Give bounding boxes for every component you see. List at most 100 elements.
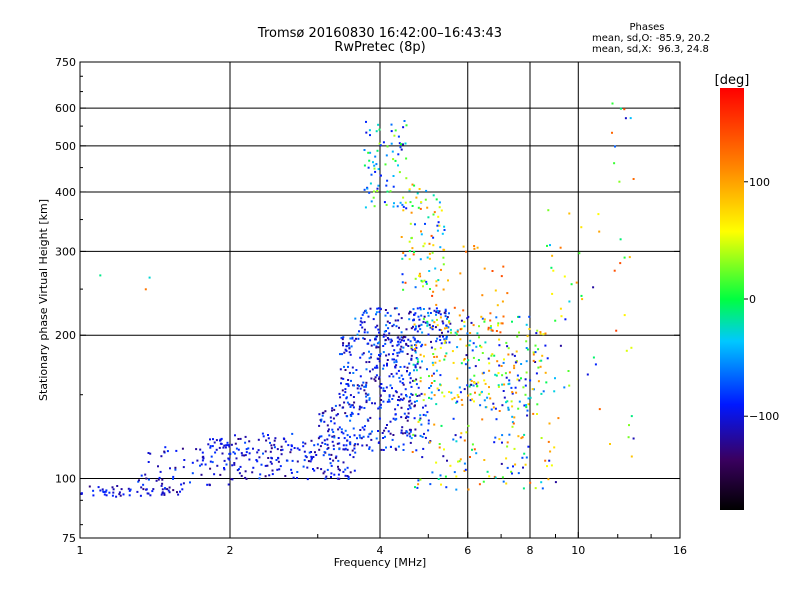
echo-point (469, 399, 472, 402)
echo-point (349, 337, 352, 340)
echo-point (423, 242, 426, 245)
echo-point (324, 410, 327, 413)
echo-point (430, 397, 433, 400)
echo-point (400, 336, 403, 339)
echo-point (531, 388, 534, 391)
echo-point (348, 347, 351, 350)
echo-point (370, 377, 373, 380)
echo-point (578, 252, 581, 255)
echo-point (632, 178, 635, 180)
echo-point (202, 457, 205, 460)
echo-point (422, 447, 425, 450)
echo-point (489, 319, 492, 322)
echo-point (256, 451, 259, 454)
echo-point (235, 457, 238, 460)
echo-point (525, 456, 528, 459)
echo-point (326, 443, 329, 446)
echo-point (245, 451, 248, 454)
echo-point (333, 435, 336, 438)
echo-point (363, 164, 366, 167)
echo-point (416, 192, 419, 195)
echo-point (482, 480, 485, 483)
echo-point (320, 435, 323, 438)
echo-point (346, 448, 349, 451)
echo-point (503, 383, 506, 386)
echo-point (359, 429, 362, 431)
echo-point (434, 267, 437, 270)
echo-point (445, 326, 448, 329)
echo-point (404, 281, 407, 284)
echo-point (442, 322, 445, 325)
echo-point (397, 343, 400, 346)
echo-point (598, 408, 601, 411)
echo-point (433, 380, 436, 382)
echo-point (512, 465, 514, 468)
echo-point (321, 414, 324, 417)
echo-point (415, 325, 417, 328)
echo-point (501, 441, 503, 444)
echo-point (419, 207, 422, 210)
echo-point (503, 358, 505, 361)
echo-point (455, 488, 458, 491)
echo-point (516, 378, 519, 381)
echo-point (386, 362, 388, 365)
echo-point (341, 338, 344, 341)
echo-point (388, 394, 391, 397)
echo-point (624, 117, 627, 120)
echo-point (518, 379, 521, 382)
echo-point (326, 448, 329, 450)
echo-point (367, 435, 370, 438)
echo-point (428, 242, 431, 245)
echo-point (405, 124, 408, 127)
echo-point (342, 448, 345, 451)
echo-point (541, 354, 544, 357)
echo-point (517, 472, 520, 475)
echo-point (386, 190, 389, 193)
echo-point (481, 418, 484, 421)
echo-point (475, 345, 478, 348)
echo-point (425, 189, 428, 192)
echo-point (370, 173, 373, 176)
echo-point (335, 414, 338, 417)
echo-point (269, 450, 272, 453)
echo-point (296, 447, 299, 450)
echo-point (453, 471, 456, 474)
echo-point (346, 383, 349, 386)
echo-point (436, 318, 438, 321)
x-tick-label: 10 (571, 544, 585, 557)
echo-point (394, 413, 397, 416)
echo-point (437, 221, 440, 224)
echo-point (524, 463, 527, 466)
echo-point (331, 409, 333, 412)
echo-point (394, 408, 397, 411)
echo-point (412, 319, 415, 322)
echo-point (406, 431, 409, 434)
echo-point (225, 463, 228, 466)
echo-point (414, 404, 416, 407)
echo-point (399, 201, 402, 204)
echo-point (351, 449, 354, 452)
echo-point (396, 344, 399, 347)
echo-point (554, 481, 557, 484)
echo-point (416, 362, 419, 365)
echo-point (444, 315, 447, 318)
echo-point (525, 347, 528, 349)
echo-point (478, 336, 480, 339)
echo-point (364, 425, 366, 428)
echo-point (407, 338, 410, 341)
echo-point (440, 329, 443, 331)
echo-point (417, 483, 420, 486)
echo-point (269, 441, 271, 444)
echo-point (392, 434, 395, 436)
echo-point (144, 288, 147, 291)
echo-point (383, 333, 386, 336)
echo-point (356, 333, 359, 336)
echo-point (539, 332, 542, 335)
echo-point (528, 328, 531, 330)
echo-point (182, 482, 185, 485)
echo-point (382, 335, 385, 338)
echo-point (376, 342, 379, 345)
echo-point (344, 429, 347, 432)
echo-point (441, 331, 443, 334)
echo-point (550, 464, 553, 467)
